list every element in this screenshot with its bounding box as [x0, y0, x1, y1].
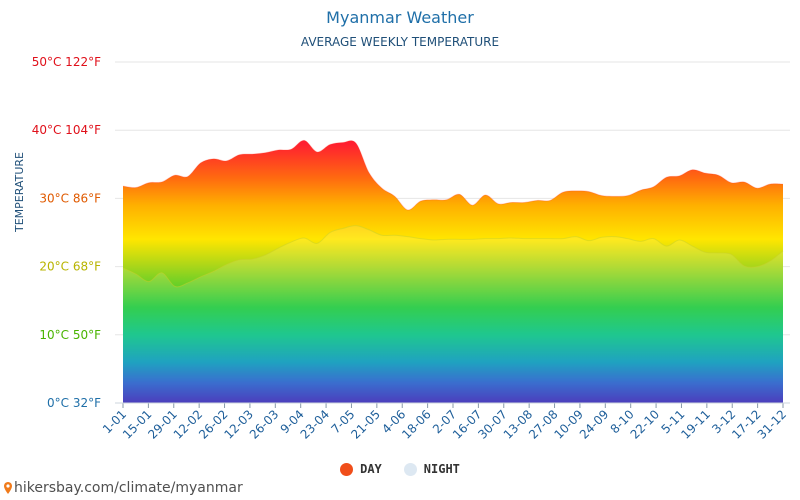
y-tick-label-20: 20°C 68°F — [39, 260, 101, 274]
x-tick-label-26-03: 26-03 — [247, 407, 282, 442]
x-tick-label-31-12: 31-12 — [755, 407, 790, 442]
temperature-chart: 0°C 32°F 10°C 50°F 20°C 68°F 30°C 86°F 40°C … — [32, 55, 790, 442]
chart-subtitle: AVERAGE WEEKLY TEMPERATURE — [300, 35, 500, 49]
legend-night-marker — [403, 462, 417, 476]
x-tick-label-18-06: 18-06 — [399, 407, 434, 442]
x-tick-label-23-04: 23-04 — [298, 407, 333, 442]
y-tick-label-50: 50°C 122°F — [32, 55, 101, 69]
y-tick-label-10: 10°C 50°F — [39, 328, 101, 342]
y-tick-label-0: 0°C 32°F — [47, 396, 101, 410]
legend-item-day[interactable]: DAY — [340, 462, 382, 476]
night-series-area — [123, 225, 783, 403]
source-footer[interactable]: hikersbay.com/climate/myanmar — [4, 480, 243, 496]
source-link[interactable]: hikersbay.com/climate/myanmar — [14, 480, 243, 496]
x-tick-label-22-10: 22-10 — [628, 407, 663, 442]
y-tick-label-40: 40°C 104°F — [32, 123, 101, 137]
day-series-line — [122, 139, 784, 211]
location-pin-icon — [4, 482, 12, 494]
legend-night-label: NIGHT — [423, 462, 460, 476]
x-tick-label-21-05: 21-05 — [348, 407, 383, 442]
legend-day-label: DAY — [360, 462, 382, 476]
legend-item-night[interactable]: NIGHT — [403, 462, 460, 476]
night-series-line — [122, 225, 784, 288]
chart-legend: DAY NIGHT — [0, 462, 800, 476]
legend-day-marker — [340, 462, 354, 476]
y-tick-label-30: 30°C 86°F — [39, 191, 101, 205]
x-tick-label-24-09: 24-09 — [577, 407, 612, 442]
chart-title: Myanmar Weather — [326, 8, 474, 27]
x-tick-label-19-11: 19-11 — [678, 407, 713, 442]
night-series-overlay — [123, 225, 783, 403]
